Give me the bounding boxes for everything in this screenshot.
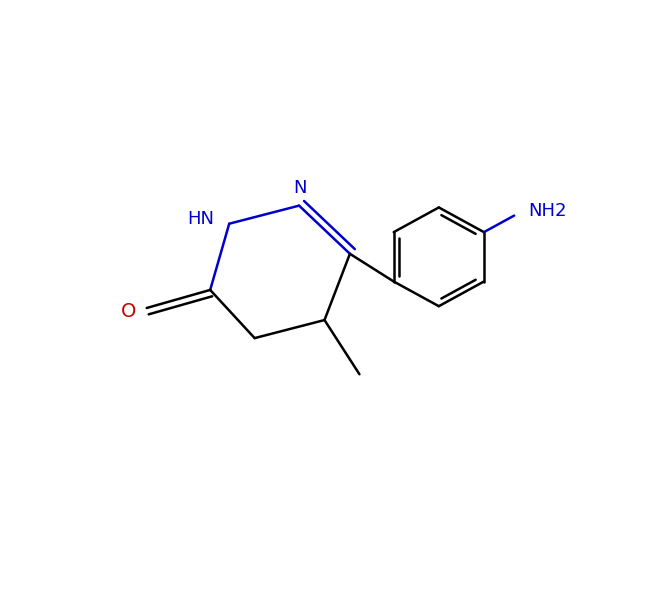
Text: O: O <box>121 301 136 320</box>
Text: HN: HN <box>187 210 214 228</box>
Text: N: N <box>293 179 307 197</box>
Text: NH2: NH2 <box>528 203 567 221</box>
